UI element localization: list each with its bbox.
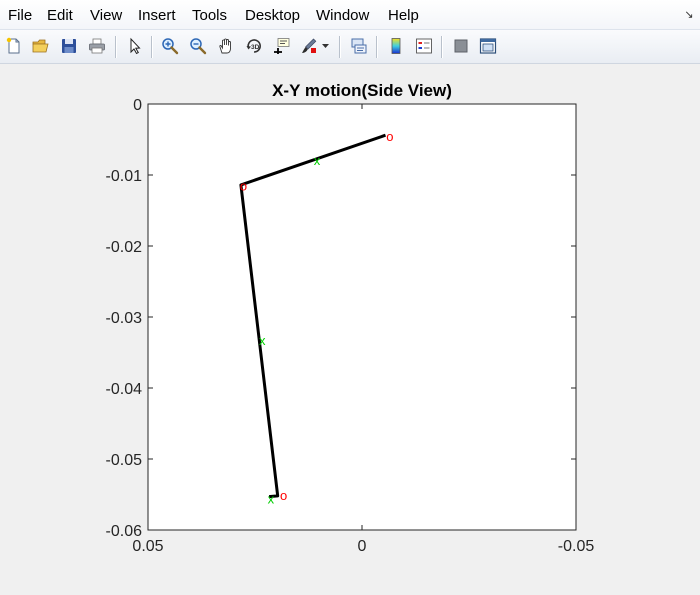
print-figure-icon[interactable] (86, 35, 108, 57)
y-tick-label: -0.05 (106, 452, 143, 469)
toolbar-separator (339, 36, 341, 58)
open-file-icon[interactable] (30, 35, 52, 57)
hide-plot-tools-icon[interactable] (450, 35, 472, 57)
new-figure-icon[interactable] (3, 35, 25, 57)
side-view-plot[interactable]: X-Y motion(Side View) 0 -0.01 -0.02 -0.03 -0… (0, 64, 700, 590)
insert-legend-icon[interactable] (413, 35, 435, 57)
x-tick-label: 0 (358, 538, 367, 555)
x-tick-label: -0.05 (558, 538, 595, 555)
menu-insert[interactable]: Insert (138, 7, 176, 24)
brush-dropdown-icon[interactable] (320, 35, 332, 57)
menu-edit[interactable]: Edit (47, 7, 73, 24)
menu-bar: File Edit View Insert Tools Desktop Wind… (0, 0, 700, 30)
y-tick-label: -0.01 (106, 168, 143, 185)
x-tick-label: 0.05 (132, 538, 163, 555)
y-tick-label: 0 (133, 97, 142, 114)
data-cursor-icon[interactable] (271, 35, 293, 57)
insert-colorbar-icon[interactable] (385, 35, 407, 57)
svg-text:3D: 3D (251, 44, 260, 51)
pan-hand-icon[interactable] (215, 35, 237, 57)
menu-view[interactable]: View (90, 7, 123, 24)
edit-plot-arrow-icon[interactable] (124, 35, 146, 57)
link-segment-line (239, 133, 386, 499)
dock-arrow-icon[interactable]: ↘ (684, 9, 694, 21)
toolbar-separator (151, 36, 153, 58)
brush-icon[interactable] (298, 35, 320, 57)
joint-marker: o (280, 488, 287, 503)
com-marker: x (268, 491, 275, 506)
joint-marker: o (240, 179, 247, 194)
chart-title: X-Y motion(Side View) (272, 81, 452, 100)
axes-background (148, 104, 576, 530)
toolbar-separator (115, 36, 117, 58)
show-plot-tools-icon[interactable] (477, 35, 499, 57)
axes-box (147, 103, 577, 531)
save-figure-icon[interactable] (58, 35, 80, 57)
menu-file[interactable]: File (8, 7, 33, 24)
figure-toolbar: 3D (0, 30, 700, 64)
zoom-out-icon[interactable] (187, 35, 209, 57)
menu-desktop[interactable]: Desktop (245, 7, 301, 24)
menu-tools[interactable]: Tools (192, 7, 228, 24)
joint-marker: o (386, 129, 393, 144)
figure-canvas: X-Y motion(Side View) 0 -0.01 -0.02 -0.03 -0… (0, 64, 700, 590)
menu-window[interactable]: Window (316, 7, 370, 24)
y-tick-label: -0.06 (106, 523, 143, 540)
toolbar-separator (376, 36, 378, 58)
com-marker: x (314, 153, 321, 168)
y-tick-label: -0.04 (106, 381, 143, 398)
zoom-in-icon[interactable] (159, 35, 181, 57)
menu-help[interactable]: Help (388, 7, 419, 24)
y-tick-label: -0.02 (106, 239, 143, 256)
link-plot-icon[interactable] (348, 35, 370, 57)
toolbar-separator (441, 36, 443, 58)
y-tick-label: -0.03 (106, 310, 143, 327)
rotate-3d-icon[interactable]: 3D (243, 35, 265, 57)
com-marker: x (259, 333, 266, 348)
